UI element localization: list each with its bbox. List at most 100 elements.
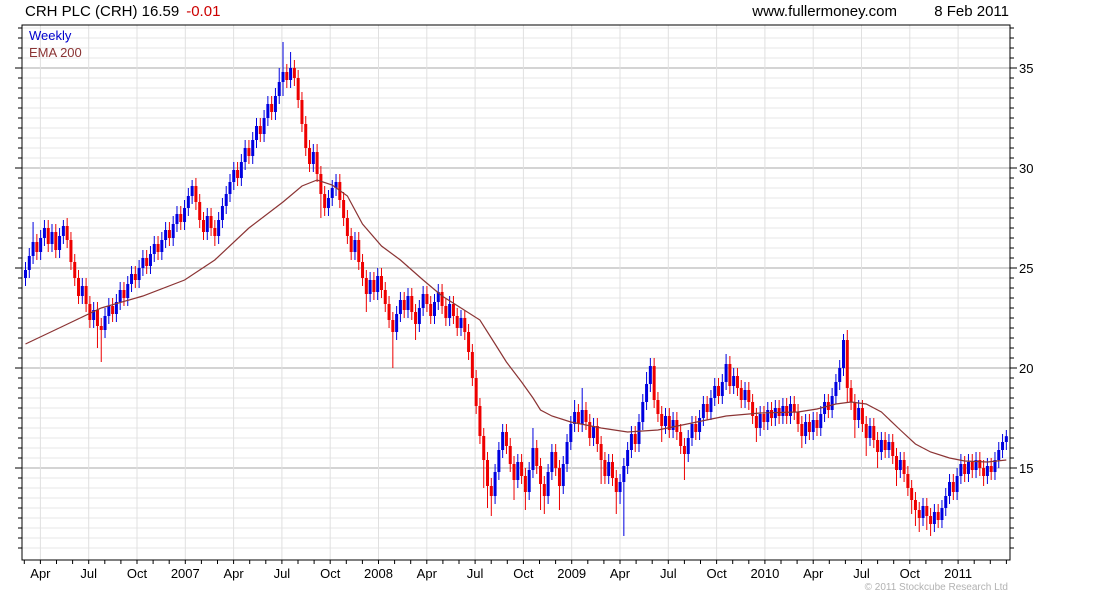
candle bbox=[868, 418, 872, 446]
candle bbox=[879, 432, 883, 460]
candle bbox=[432, 294, 436, 324]
candle bbox=[493, 464, 497, 504]
candle bbox=[330, 180, 334, 206]
candle bbox=[539, 458, 543, 510]
candle bbox=[258, 118, 262, 142]
candle bbox=[660, 406, 664, 442]
candle bbox=[156, 236, 160, 260]
candle bbox=[717, 378, 721, 404]
candle bbox=[334, 174, 338, 196]
candle bbox=[395, 306, 399, 340]
candle bbox=[205, 208, 209, 240]
candle bbox=[713, 378, 717, 406]
candle bbox=[910, 480, 914, 514]
candle bbox=[709, 390, 713, 420]
candle bbox=[410, 288, 414, 320]
candle bbox=[414, 304, 418, 340]
candle bbox=[391, 312, 395, 368]
candle bbox=[895, 448, 899, 486]
candle bbox=[65, 218, 69, 248]
candle bbox=[913, 492, 917, 526]
candle bbox=[304, 116, 308, 156]
x-axis-label: Oct bbox=[127, 566, 148, 581]
candle bbox=[406, 288, 410, 318]
candle bbox=[701, 396, 705, 426]
candle bbox=[917, 502, 921, 532]
candle bbox=[73, 254, 77, 286]
candle bbox=[849, 380, 853, 410]
candle bbox=[845, 330, 849, 402]
price-change: -0.01 bbox=[186, 3, 221, 20]
candle bbox=[978, 452, 982, 476]
candle bbox=[103, 308, 107, 338]
candle bbox=[243, 140, 247, 170]
candle bbox=[906, 466, 910, 496]
y-axis-label: 20 bbox=[1019, 361, 1033, 376]
candle bbox=[190, 180, 194, 204]
candle bbox=[61, 220, 65, 244]
candle bbox=[99, 318, 103, 362]
x-axis-label: 2010 bbox=[750, 566, 779, 581]
candle bbox=[50, 224, 54, 252]
candle bbox=[595, 418, 599, 452]
candle bbox=[122, 282, 126, 306]
y-axis-label: 15 bbox=[1019, 461, 1033, 476]
candle bbox=[486, 452, 490, 508]
website-label: www.fullermoney.com bbox=[752, 3, 897, 20]
candle bbox=[1004, 430, 1008, 450]
candle bbox=[319, 166, 323, 218]
candle bbox=[792, 396, 796, 420]
candle bbox=[171, 216, 175, 246]
candle bbox=[209, 208, 213, 236]
candle bbox=[186, 188, 190, 216]
x-axis-label: Oct bbox=[706, 566, 727, 581]
candle bbox=[944, 488, 948, 516]
candle bbox=[270, 96, 274, 120]
candle bbox=[179, 206, 183, 230]
candle bbox=[698, 410, 702, 440]
x-axis-label: Apr bbox=[610, 566, 631, 581]
x-axis-label: 2011 bbox=[944, 566, 972, 581]
candle bbox=[607, 454, 611, 484]
candle bbox=[550, 444, 554, 480]
candle bbox=[376, 268, 380, 300]
candle bbox=[853, 394, 857, 438]
candle bbox=[35, 234, 39, 260]
candle bbox=[444, 298, 448, 326]
candle bbox=[902, 452, 906, 482]
candle bbox=[679, 424, 683, 454]
candle bbox=[497, 442, 501, 480]
candle bbox=[580, 388, 584, 432]
candle bbox=[42, 220, 46, 246]
x-axis-label: Jul bbox=[80, 566, 97, 581]
candle bbox=[588, 414, 592, 446]
horizontal-gridlines bbox=[22, 27, 1010, 549]
candle bbox=[224, 186, 228, 214]
y-axis-label: 30 bbox=[1019, 161, 1033, 176]
candle bbox=[213, 220, 217, 246]
candle bbox=[296, 70, 300, 108]
candle bbox=[887, 434, 891, 458]
instrument-title: CRH PLC (CRH) 16.59 bbox=[25, 3, 180, 20]
candle bbox=[145, 250, 149, 274]
candle bbox=[735, 368, 739, 396]
candle bbox=[781, 398, 785, 424]
x-axis-label: Apr bbox=[803, 566, 824, 581]
plot-border bbox=[21, 24, 1011, 561]
candle bbox=[508, 438, 512, 472]
candle bbox=[111, 298, 115, 322]
candle bbox=[936, 504, 940, 528]
candle bbox=[656, 392, 660, 422]
candle bbox=[247, 140, 251, 164]
candle bbox=[720, 374, 724, 404]
y-axis-label: 25 bbox=[1019, 261, 1033, 276]
y-axis-labels: 15 20 25 30 35 bbox=[1019, 61, 1033, 476]
candle bbox=[682, 438, 686, 480]
candle bbox=[429, 296, 433, 324]
candle bbox=[141, 250, 145, 276]
candle bbox=[970, 454, 974, 478]
candle bbox=[561, 456, 565, 494]
candle bbox=[436, 284, 440, 310]
x-axis-label: Oct bbox=[320, 566, 341, 581]
